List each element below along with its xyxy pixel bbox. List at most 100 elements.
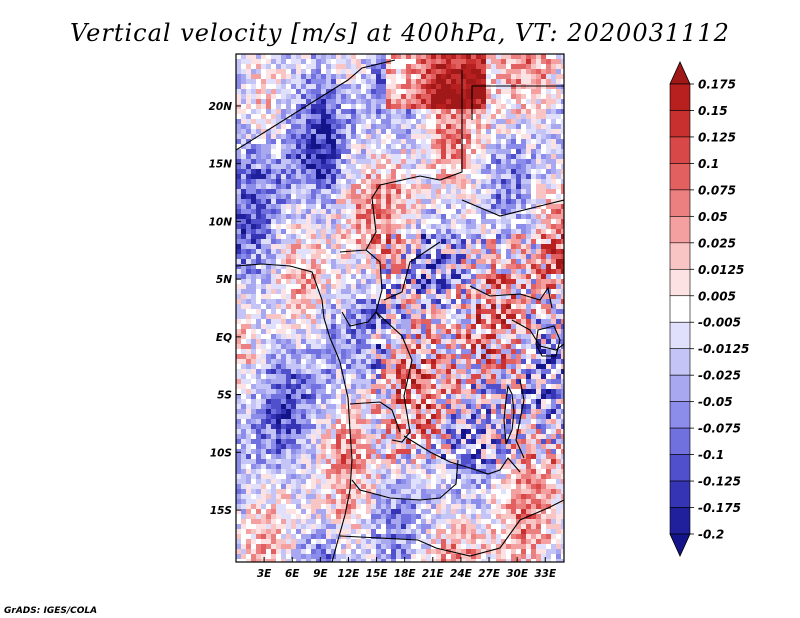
field-cell	[491, 424, 497, 430]
field-cell	[401, 74, 407, 80]
field-cell	[491, 274, 497, 280]
field-cell	[471, 334, 477, 340]
field-cell	[516, 329, 522, 335]
field-cell	[381, 194, 387, 200]
field-cell	[446, 144, 452, 150]
field-cell	[481, 294, 487, 300]
field-cell	[546, 384, 552, 390]
field-cell	[486, 219, 492, 225]
field-cell	[256, 139, 262, 145]
field-cell	[496, 404, 502, 410]
field-cell	[326, 394, 332, 400]
field-cell	[436, 249, 442, 255]
field-cell	[321, 259, 327, 265]
field-cell	[511, 389, 517, 395]
field-cell	[521, 119, 527, 125]
field-cell	[426, 179, 432, 185]
field-cell	[541, 79, 547, 85]
field-cell	[266, 359, 272, 365]
field-cell	[496, 89, 502, 95]
field-cell	[336, 289, 342, 295]
field-cell	[341, 89, 347, 95]
field-cell	[411, 284, 417, 290]
field-cell	[536, 64, 542, 70]
field-cell	[266, 349, 272, 355]
field-cell	[351, 389, 357, 395]
field-cell	[376, 99, 382, 105]
field-cell	[411, 299, 417, 305]
field-cell	[376, 179, 382, 185]
field-cell	[511, 374, 517, 380]
field-cell	[456, 289, 462, 295]
field-cell	[266, 89, 272, 95]
field-cell	[366, 119, 372, 125]
field-cell	[561, 404, 564, 410]
field-cell	[266, 69, 272, 75]
field-cell	[401, 224, 407, 230]
field-cell	[316, 359, 322, 365]
field-cell	[491, 304, 497, 310]
field-cell	[541, 389, 547, 395]
field-cell	[396, 404, 402, 410]
field-cell	[536, 374, 542, 380]
field-cell	[436, 409, 442, 415]
field-cell	[316, 69, 322, 75]
field-cell	[316, 244, 322, 250]
field-cell	[341, 219, 347, 225]
field-cell	[516, 154, 522, 160]
field-cell	[516, 129, 522, 135]
field-cell	[321, 344, 327, 350]
field-cell	[531, 274, 537, 280]
field-cell	[276, 349, 282, 355]
field-cell	[411, 114, 417, 120]
field-cell	[506, 224, 512, 230]
field-cell	[501, 409, 507, 415]
field-cell	[456, 149, 462, 155]
field-cell	[486, 284, 492, 290]
field-cell	[271, 234, 277, 240]
field-cell	[396, 254, 402, 260]
field-cell	[526, 64, 532, 70]
field-cell	[506, 359, 512, 365]
field-cell	[346, 309, 352, 315]
field-cell	[471, 174, 477, 180]
field-cell	[481, 204, 487, 210]
field-cell	[531, 194, 537, 200]
field-cell	[266, 409, 272, 415]
field-cell	[246, 149, 252, 155]
field-cell	[491, 94, 497, 100]
field-cell	[326, 184, 332, 190]
field-cell	[286, 249, 292, 255]
field-cell	[536, 149, 542, 155]
field-cell	[351, 94, 357, 100]
field-cell	[481, 424, 487, 430]
field-cell	[396, 224, 402, 230]
field-cell	[276, 74, 282, 80]
field-cell	[521, 239, 527, 245]
field-cell	[551, 259, 557, 265]
field-cell	[336, 104, 342, 110]
field-cell	[356, 114, 362, 120]
field-cell	[446, 164, 452, 170]
field-cell	[391, 219, 397, 225]
field-cell	[361, 419, 367, 425]
field-cell	[401, 84, 407, 90]
field-cell	[511, 294, 517, 300]
field-cell	[466, 184, 472, 190]
field-cell	[361, 424, 367, 430]
field-cell	[511, 254, 517, 260]
field-cell	[246, 109, 252, 115]
field-cell	[511, 159, 517, 165]
field-cell	[401, 244, 407, 250]
field-cell	[251, 394, 257, 400]
field-cell	[466, 309, 472, 315]
field-cell	[536, 179, 542, 185]
field-cell	[441, 399, 447, 405]
field-cell	[421, 154, 427, 160]
field-cell	[306, 359, 312, 365]
field-cell	[396, 294, 402, 300]
field-cell	[341, 174, 347, 180]
field-cell	[436, 419, 442, 425]
field-cell	[366, 274, 372, 280]
field-cell	[266, 74, 272, 80]
